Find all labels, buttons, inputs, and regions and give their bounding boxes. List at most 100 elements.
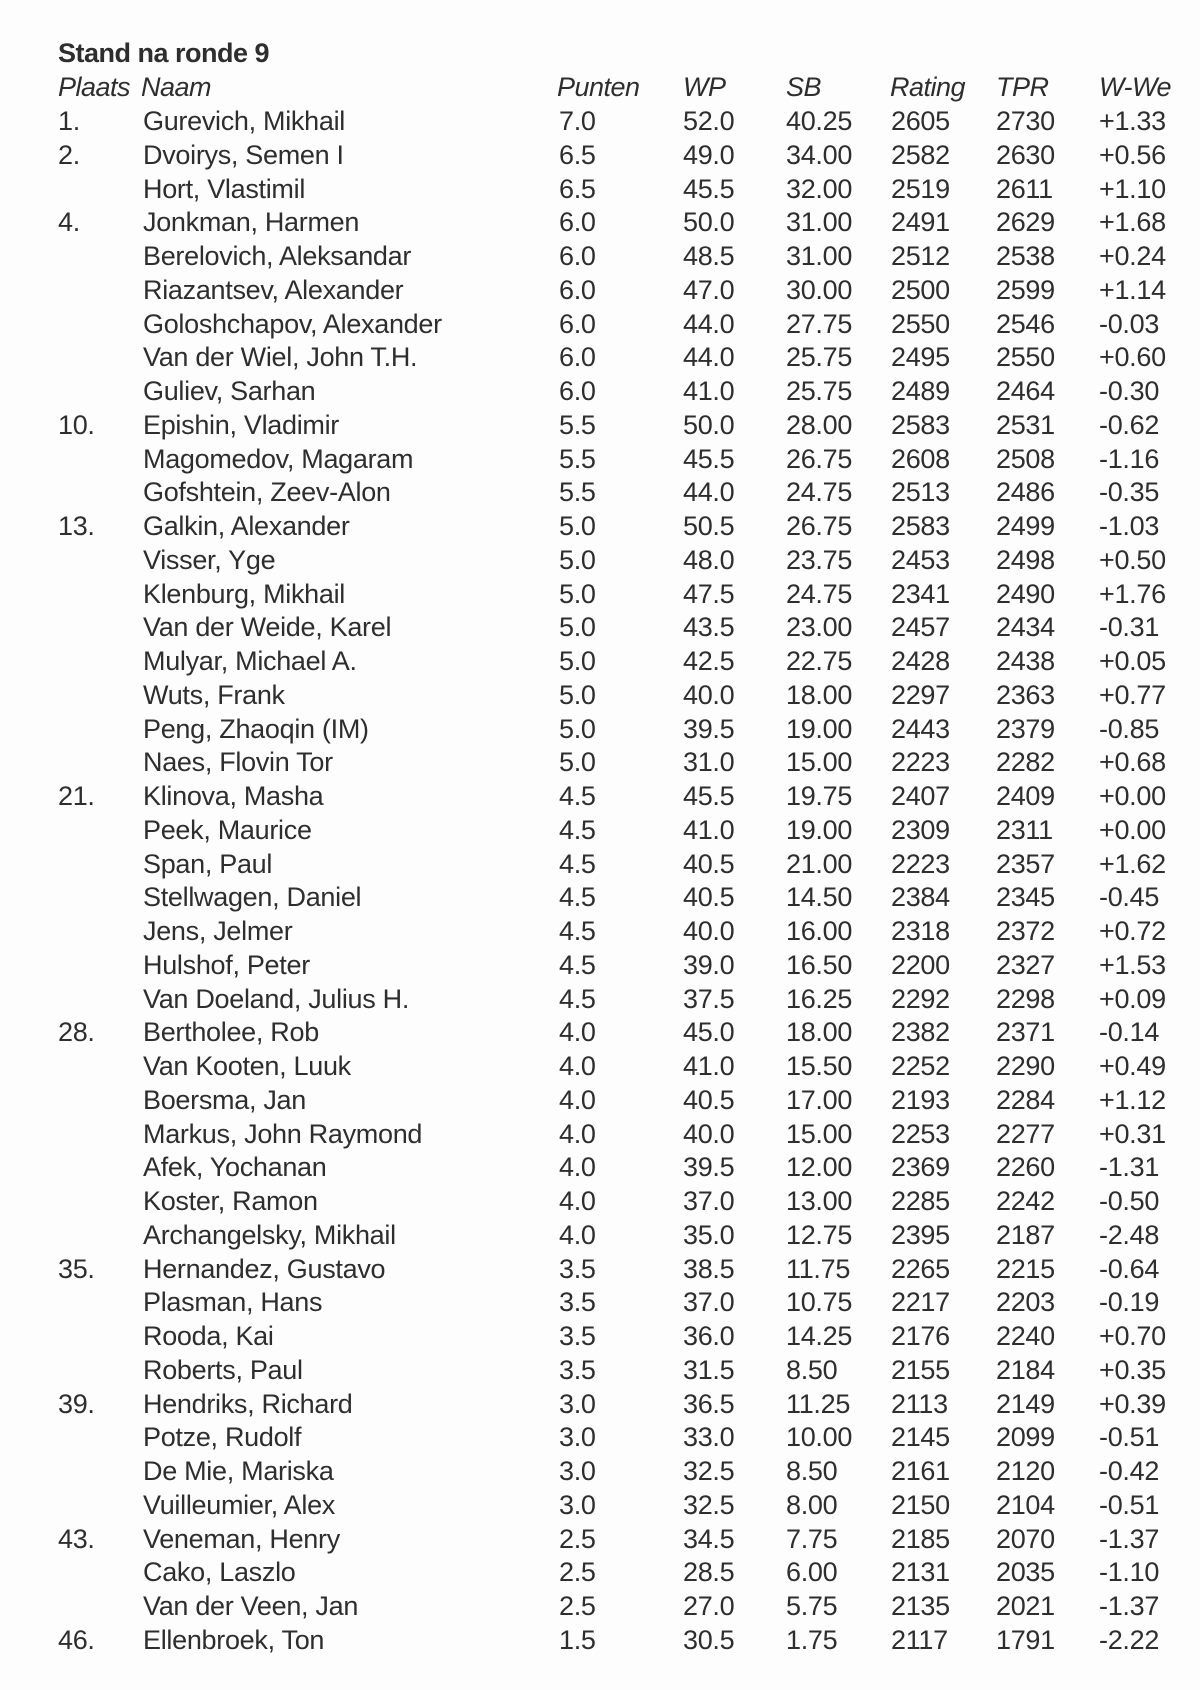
cell-points: 3.5	[559, 1321, 596, 1351]
cell-rating: 2443	[891, 713, 950, 744]
cell-points: 6.5	[559, 173, 596, 204]
cell-rating: 2117	[891, 1624, 948, 1655]
cell-rank: 4.	[58, 207, 80, 238]
cell-wp: 31.0	[683, 747, 735, 778]
table-row: Afek, Yochanan 4.0 39.5 12.00 2369 2260 -1.31	[0, 1152, 1200, 1186]
cell-rating: 2150	[891, 1489, 950, 1520]
cell-w-we: -0.45	[1099, 882, 1160, 913]
cell-rating: 2513	[891, 477, 950, 508]
cell-sb: 8.50	[786, 1354, 838, 1385]
cell-w-we: +1.10	[1099, 173, 1166, 204]
cell-sb: 10.00	[786, 1422, 853, 1453]
cell-wp: 45.5	[683, 173, 735, 204]
cell-wp: 37.5	[683, 983, 735, 1014]
cell-points: 6.0	[559, 274, 596, 305]
cell-rating: 2113	[891, 1388, 948, 1419]
cell-sb: 23.75	[786, 544, 853, 575]
cell-rating: 2407	[891, 781, 950, 811]
table-row: Goloshchapov, Alexander 6.0 44.0 27.75 2550 2…	[0, 309, 1200, 343]
cell-rating: 2217	[891, 1287, 950, 1318]
cell-name: Jens, Jelmer	[143, 916, 293, 946]
cell-tpr: 2363	[996, 679, 1055, 710]
cell-tpr: 2298	[996, 983, 1055, 1014]
cell-tpr: 2538	[996, 241, 1055, 271]
cell-rating: 2457	[891, 612, 950, 643]
cell-wp: 52.0	[683, 106, 735, 136]
cell-wp: 45.5	[683, 781, 735, 811]
cell-name: Van Doeland, Julius H.	[143, 983, 410, 1014]
table-row: Boersma, Jan 4.0 40.5 17.00 2193 2284 +1.12	[0, 1085, 1200, 1119]
cell-points: 3.5	[559, 1253, 596, 1284]
cell-w-we: -0.30	[1099, 376, 1160, 406]
cell-rank: 28.	[58, 1017, 95, 1048]
cell-points: 4.5	[559, 983, 596, 1014]
cell-name: Van der Wiel, John T.H.	[143, 342, 418, 373]
cell-name: Hendriks, Richard	[143, 1388, 353, 1419]
cell-rating: 2608	[891, 443, 950, 474]
cell-points: 4.0	[559, 1186, 596, 1216]
cell-points: 5.0	[559, 747, 596, 778]
cell-w-we: +1.12	[1099, 1084, 1166, 1115]
cell-points: 4.0	[559, 1219, 596, 1250]
cell-wp: 44.0	[683, 342, 735, 373]
cell-name: Gofshtein, Zeev-Alon	[143, 477, 391, 508]
table-row: 21. Klinova, Masha 4.5 45.5 19.75 2407 2409 +0.…	[0, 781, 1200, 815]
cell-sb: 18.00	[786, 679, 853, 710]
cell-name: Mulyar, Michael A.	[143, 646, 357, 676]
cell-tpr: 2035	[996, 1557, 1055, 1588]
cell-tpr: 2215	[996, 1253, 1055, 1284]
cell-name: Markus, John Raymond	[143, 1118, 423, 1149]
cell-points: 4.5	[559, 781, 596, 811]
header-naam: Naam	[141, 72, 212, 102]
cell-name: Jonkman, Harmen	[143, 207, 360, 238]
cell-sb: 5.75	[786, 1591, 838, 1621]
cell-tpr: 2379	[996, 713, 1055, 744]
cell-rating: 2384	[891, 882, 950, 913]
cell-rating: 2500	[891, 274, 950, 305]
table-row: Roberts, Paul 3.5 31.5 8.50 2155 2184 +0.35	[0, 1355, 1200, 1389]
cell-wp: 36.0	[683, 1321, 735, 1351]
cell-w-we: +0.09	[1099, 983, 1166, 1014]
header-tpr: TPR	[996, 72, 1049, 102]
cell-name: De Mie, Mariska	[143, 1456, 334, 1486]
cell-sb: 15.00	[786, 747, 853, 778]
table-row: Markus, John Raymond 4.0 40.0 15.00 2253 2277…	[0, 1119, 1200, 1153]
cell-sb: 14.25	[786, 1321, 853, 1351]
cell-wp: 34.5	[683, 1523, 735, 1554]
cell-tpr: 2498	[996, 544, 1055, 575]
cell-wp: 41.0	[683, 376, 735, 406]
cell-tpr: 2242	[996, 1186, 1055, 1216]
cell-name: Riazantsev, Alexander	[143, 274, 404, 305]
cell-name: Ellenbroek, Ton	[143, 1624, 325, 1655]
cell-w-we: -0.31	[1099, 612, 1160, 643]
table-row: 39. Hendriks, Richard 3.0 36.5 11.25 2113 2149…	[0, 1389, 1200, 1423]
cell-wp: 48.0	[683, 544, 735, 575]
cell-name: Veneman, Henry	[143, 1523, 340, 1554]
cell-name: Dvoirys, Semen I	[143, 139, 344, 170]
cell-rating: 2145	[891, 1422, 950, 1453]
table-row: Riazantsev, Alexander 6.0 47.0 30.00 2500 259…	[0, 275, 1200, 309]
cell-w-we: -0.64	[1099, 1253, 1160, 1284]
cell-rating: 2265	[891, 1253, 950, 1284]
table-row: Van der Veen, Jan 2.5 27.0 5.75 2135 2021 -1.3…	[0, 1591, 1200, 1625]
cell-sb: 23.00	[786, 612, 853, 643]
cell-wp: 40.5	[683, 848, 735, 879]
cell-tpr: 2327	[996, 949, 1055, 980]
cell-sb: 13.00	[786, 1186, 853, 1216]
cell-name: Wuts, Frank	[143, 679, 285, 710]
cell-sb: 6.00	[786, 1557, 838, 1588]
cell-tpr: 2546	[996, 308, 1055, 339]
cell-points: 5.0	[559, 511, 596, 541]
cell-wp: 30.5	[683, 1624, 735, 1655]
cell-sb: 24.75	[786, 477, 853, 508]
cell-sb: 10.75	[786, 1287, 853, 1318]
cell-tpr: 2434	[996, 612, 1055, 643]
cell-tpr: 2499	[996, 511, 1055, 541]
table-row: Van Kooten, Luuk 4.0 41.0 15.50 2252 2290 +0.4…	[0, 1051, 1200, 1085]
table-row: Magomedov, Magaram 5.5 45.5 26.75 2608 2508 -1…	[0, 444, 1200, 478]
cell-w-we: -0.85	[1099, 713, 1160, 744]
cell-wp: 32.5	[683, 1456, 735, 1486]
cell-name: Goloshchapov, Alexander	[143, 308, 442, 339]
cell-tpr: 2284	[996, 1084, 1055, 1115]
cell-sb: 22.75	[786, 646, 853, 676]
